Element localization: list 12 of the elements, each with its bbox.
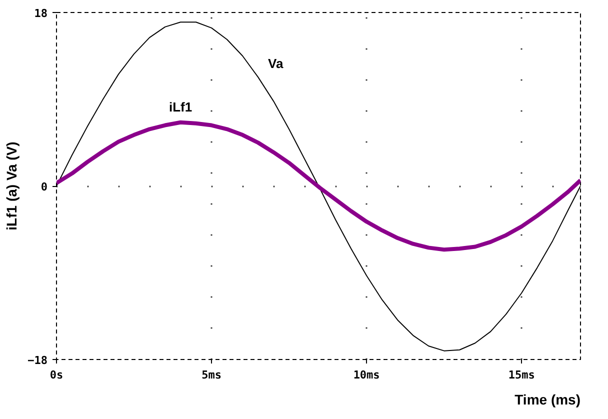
x-axis-title: Time (ms) bbox=[514, 392, 581, 408]
x-tick-label: 10ms bbox=[353, 368, 380, 382]
x-tick-label: 5ms bbox=[202, 368, 222, 382]
series-label: iLf1 bbox=[168, 99, 192, 114]
y-tick-label: −18 bbox=[28, 354, 48, 367]
y-tick-label: 18 bbox=[34, 7, 48, 20]
series-label: Va bbox=[268, 56, 284, 72]
y-axis-title: iLf1 (a) Va (V) bbox=[4, 142, 20, 230]
y-tick-label: 0 bbox=[40, 180, 48, 194]
x-tick-label: 0s bbox=[50, 368, 64, 382]
x-tick-label: 15ms bbox=[508, 368, 535, 382]
line-series bbox=[56, 120, 580, 252]
